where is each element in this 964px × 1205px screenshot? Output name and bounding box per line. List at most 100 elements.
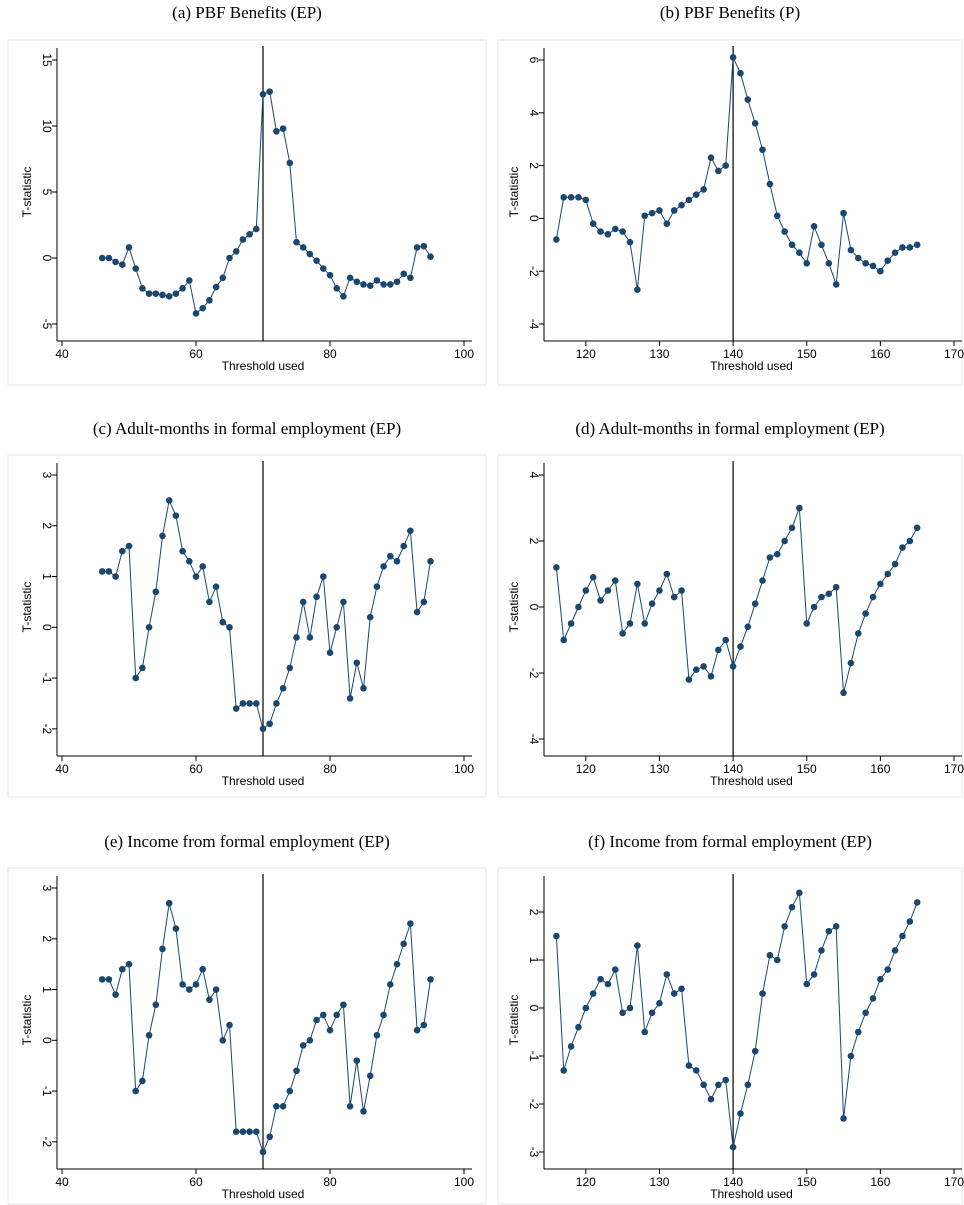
y-tick-label: -5 xyxy=(40,319,54,330)
point xyxy=(172,512,180,519)
point xyxy=(226,624,233,631)
point xyxy=(840,209,847,217)
y-axis-label: T-statistic xyxy=(20,582,34,633)
y-tick-label: -1 xyxy=(40,673,54,684)
point xyxy=(670,207,678,214)
point xyxy=(212,986,220,993)
point xyxy=(796,889,803,897)
point xyxy=(737,1110,744,1117)
point xyxy=(626,238,634,246)
point xyxy=(413,1026,421,1034)
point xyxy=(226,1021,233,1029)
y-tick-label: -3 xyxy=(527,1147,541,1158)
y-tick-label: 1 xyxy=(527,957,541,964)
point xyxy=(420,1021,428,1029)
point xyxy=(320,1011,327,1019)
point xyxy=(634,286,641,293)
point xyxy=(597,597,604,604)
point xyxy=(172,925,180,932)
y-tick-label: 4 xyxy=(527,109,541,116)
point xyxy=(152,1001,160,1009)
point xyxy=(366,613,374,621)
point xyxy=(400,940,408,948)
point xyxy=(641,212,649,220)
y-tick-label: 2 xyxy=(527,909,541,916)
x-tick-label: 100 xyxy=(454,1175,474,1189)
point xyxy=(212,283,220,291)
point xyxy=(803,980,811,988)
point xyxy=(862,259,869,267)
point xyxy=(387,981,394,988)
point xyxy=(685,676,693,683)
panel-frame xyxy=(497,454,963,798)
point xyxy=(567,1043,575,1050)
point xyxy=(112,258,119,266)
point xyxy=(219,274,227,282)
point xyxy=(626,1004,634,1012)
y-tick-label: 0 xyxy=(40,255,54,262)
point xyxy=(641,1028,649,1036)
point xyxy=(906,537,914,545)
point xyxy=(884,966,892,973)
point xyxy=(199,563,206,570)
point xyxy=(685,1062,693,1069)
point xyxy=(192,573,200,580)
y-tick-label: 5 xyxy=(40,189,54,196)
point xyxy=(239,1128,247,1135)
point xyxy=(179,547,186,555)
point xyxy=(729,1143,737,1151)
point xyxy=(619,630,626,637)
point xyxy=(744,623,752,631)
point xyxy=(847,246,855,254)
point xyxy=(393,960,401,968)
y-tick-label: 3 xyxy=(40,472,54,479)
point xyxy=(199,304,206,312)
point xyxy=(781,923,788,930)
y-axis-label: T-statistic xyxy=(507,995,521,1046)
point xyxy=(252,700,260,707)
point xyxy=(597,975,604,983)
y-tick-label: 2 xyxy=(527,162,541,169)
point xyxy=(796,249,803,257)
point xyxy=(773,212,781,220)
point xyxy=(877,267,884,275)
x-tick-label: 80 xyxy=(323,762,337,776)
point xyxy=(165,899,173,907)
point xyxy=(560,636,568,644)
x-tick-label: 140 xyxy=(723,762,743,776)
point xyxy=(159,532,166,540)
y-tick-label: 0 xyxy=(527,604,541,611)
x-tick-label: 130 xyxy=(649,1175,669,1189)
point xyxy=(840,689,847,697)
point xyxy=(818,947,825,954)
point xyxy=(266,88,274,95)
point xyxy=(891,947,899,954)
panel: (b) PBF Benefits (P) -4 -2 0 2 4 6 120 130 140 150… xyxy=(497,3,964,386)
point xyxy=(648,1009,656,1017)
point xyxy=(407,274,414,282)
point xyxy=(825,259,833,267)
point xyxy=(810,223,818,230)
point xyxy=(788,903,796,911)
point xyxy=(884,570,892,578)
point xyxy=(407,920,414,927)
point xyxy=(266,1133,274,1141)
point xyxy=(152,290,160,297)
point xyxy=(407,527,414,535)
point xyxy=(192,310,200,317)
point xyxy=(165,292,173,300)
point xyxy=(427,253,434,260)
y-tick-label: -1 xyxy=(527,1051,541,1062)
point xyxy=(641,620,649,627)
point xyxy=(766,951,774,959)
point xyxy=(420,242,428,250)
point xyxy=(239,236,247,243)
point xyxy=(582,587,590,594)
point xyxy=(832,583,840,591)
point xyxy=(413,608,421,616)
point xyxy=(575,603,582,611)
x-tick-label: 140 xyxy=(723,347,743,361)
point xyxy=(707,1095,715,1103)
x-tick-label: 60 xyxy=(189,347,203,361)
panel: (a) PBF Benefits (EP) -5 0 5 10 15 40 60 80 100 Th… xyxy=(7,3,487,386)
